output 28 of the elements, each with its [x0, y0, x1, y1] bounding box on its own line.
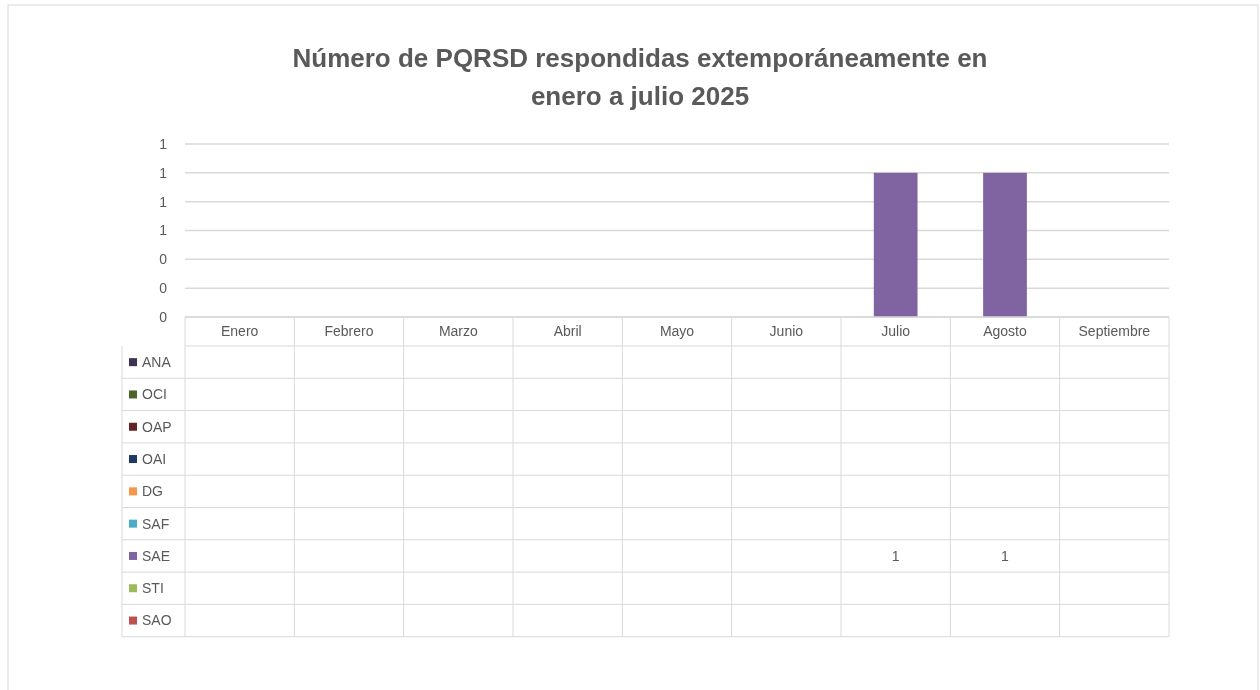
x-tick-label: Febrero: [324, 323, 374, 340]
x-tick-label: Septiembre: [1078, 323, 1151, 340]
y-tick-label: 1: [159, 193, 168, 210]
x-tick-label: Junio: [769, 323, 804, 340]
legend-label: OAI: [142, 450, 167, 467]
x-tick-label: Marzo: [438, 323, 478, 340]
legend-label: STI: [142, 580, 164, 597]
data-label: 1: [1001, 547, 1010, 564]
legend-label: DG: [142, 483, 163, 500]
y-tick-label: 1: [159, 164, 168, 181]
legend-label: ANA: [142, 354, 172, 371]
x-tick-label: Julio: [881, 323, 911, 340]
y-tick-label: 1: [159, 135, 168, 152]
legend-label: SAE: [142, 547, 171, 564]
y-tick-label: 0: [159, 308, 168, 325]
data-label: 1: [891, 547, 900, 564]
y-tick-label: 0: [159, 280, 168, 297]
legend-label: OAP: [142, 418, 172, 435]
x-tick-label: Mayo: [659, 323, 695, 340]
x-tick-label: Enero: [220, 323, 259, 340]
y-tick-label: 1: [159, 222, 168, 239]
x-tick-label: Agosto: [983, 323, 1027, 340]
y-tick-label: 0: [159, 251, 168, 268]
legend-label: OCI: [142, 386, 167, 403]
x-tick-label: Abril: [553, 323, 582, 340]
legend-label: SAO: [142, 612, 172, 629]
chart-title: Número de PQRSD respondidas extemporáneamente en enero a julio 2025: [292, 43, 988, 111]
legend-label: SAF: [142, 515, 170, 532]
